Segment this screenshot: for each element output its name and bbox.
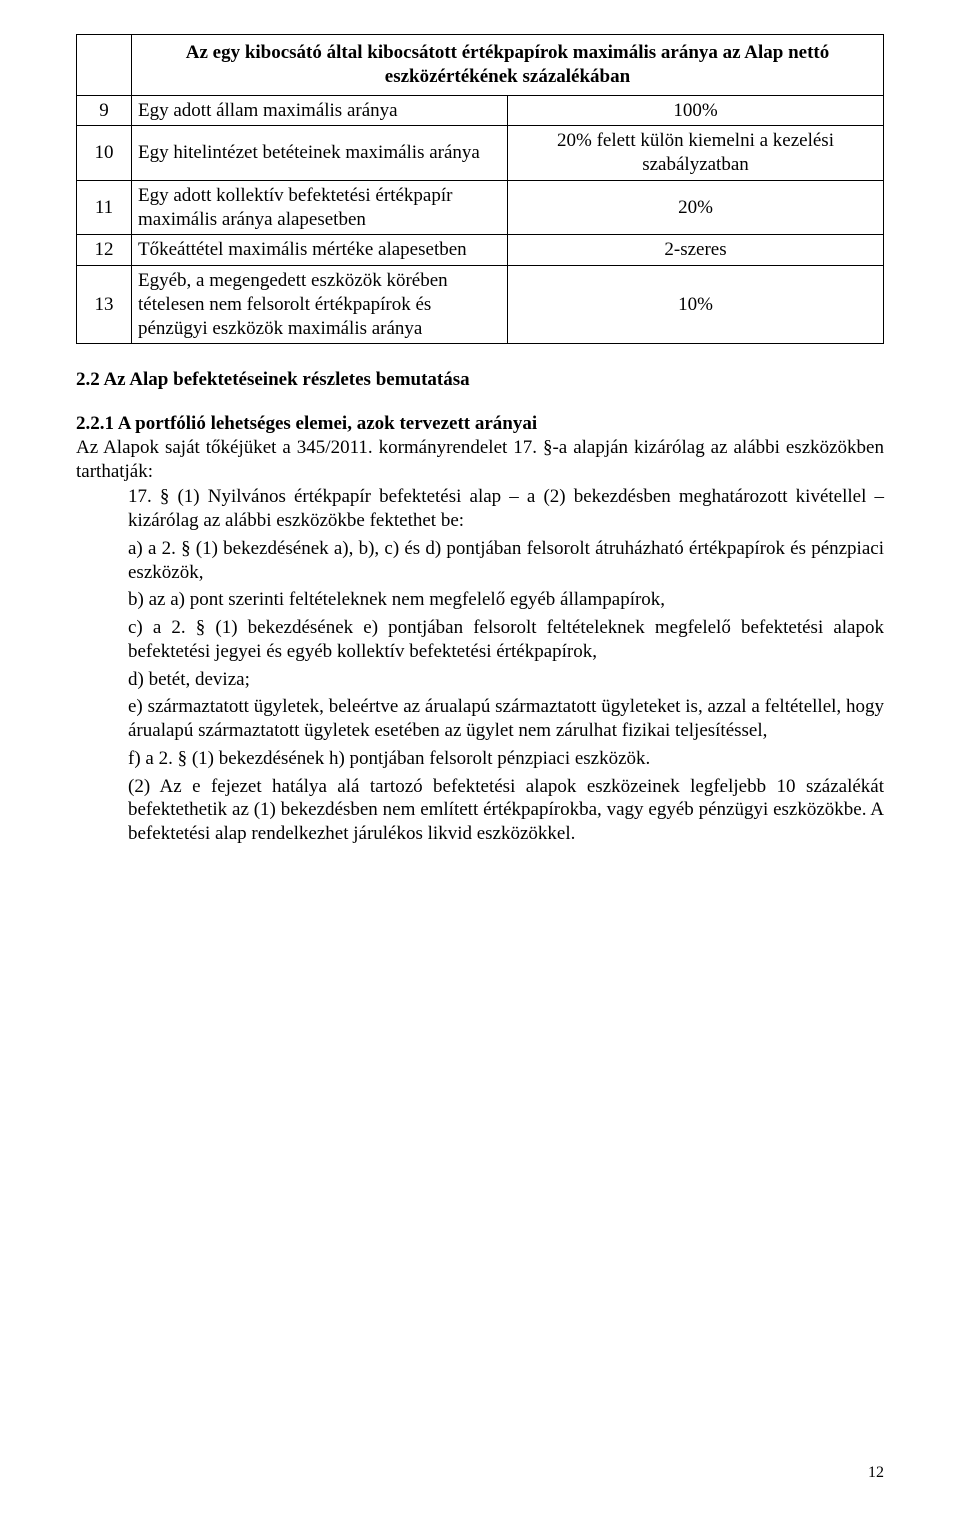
row-value: 10% [508,266,884,344]
row-value: 20% felett külön kiemelni a kezelési sza… [508,126,884,181]
clause-f: f) a 2. § (1) bekezdésének h) pontjában … [76,747,884,771]
row-number: 10 [77,126,132,181]
section-heading: 2.2 Az Alap befektetéseinek részletes be… [76,368,884,392]
page-number: 12 [868,1463,884,1483]
table-row: 13 Egyéb, a megengedett eszközök körében… [77,266,884,344]
sub-heading: 2.2.1 A portfólió lehetséges elemei, azo… [76,413,537,434]
clause-d: d) betét, deviza; [76,668,884,692]
clause-lead: 17. § (1) Nyilvános értékpapír befekteté… [76,485,884,533]
table-row: 11 Egy adott kollektív befektetési érték… [77,180,884,235]
table-row: 9 Egy adott állam maximális aránya 100% [77,95,884,126]
row-label: Egy adott állam maximális aránya [132,95,508,126]
row-number: 9 [77,95,132,126]
row-label: Egy hitelintézet betéteinek maximális ar… [132,126,508,181]
table-row: 12 Tőkeáttétel maximális mértéke alapese… [77,235,884,266]
row-value: 20% [508,180,884,235]
row-value: 2-szeres [508,235,884,266]
table-row: 10 Egy hitelintézet betéteinek maximális… [77,126,884,181]
row-label: Egyéb, a megengedett eszközök körében té… [132,266,508,344]
clause-e: e) származtatott ügyletek, beleértve az … [76,695,884,743]
clause-p2: (2) Az e fejezet hatálya alá tartozó bef… [76,775,884,846]
row-number: 13 [77,266,132,344]
row-label: Tőkeáttétel maximális mértéke alapesetbe… [132,235,508,266]
limit-table: Az egy kibocsátó által kibocsátott érték… [76,34,884,344]
intro-paragraph: 2.2.1 A portfólió lehetséges elemei, azo… [76,412,884,483]
clause-c: c) a 2. § (1) bekezdésének e) pontjában … [76,616,884,664]
clause-b: b) az a) pont szerinti feltételeknek nem… [76,588,884,612]
row-value: 100% [508,95,884,126]
table-title: Az egy kibocsátó által kibocsátott érték… [132,35,884,96]
title-spacer [77,35,132,96]
row-number: 11 [77,180,132,235]
clause-a: a) a 2. § (1) bekezdésének a), b), c) és… [76,537,884,585]
row-number: 12 [77,235,132,266]
intro-text: Az Alapok saját tőkéjüket a 345/2011. ko… [76,437,884,482]
row-label: Egy adott kollektív befektetési értékpap… [132,180,508,235]
